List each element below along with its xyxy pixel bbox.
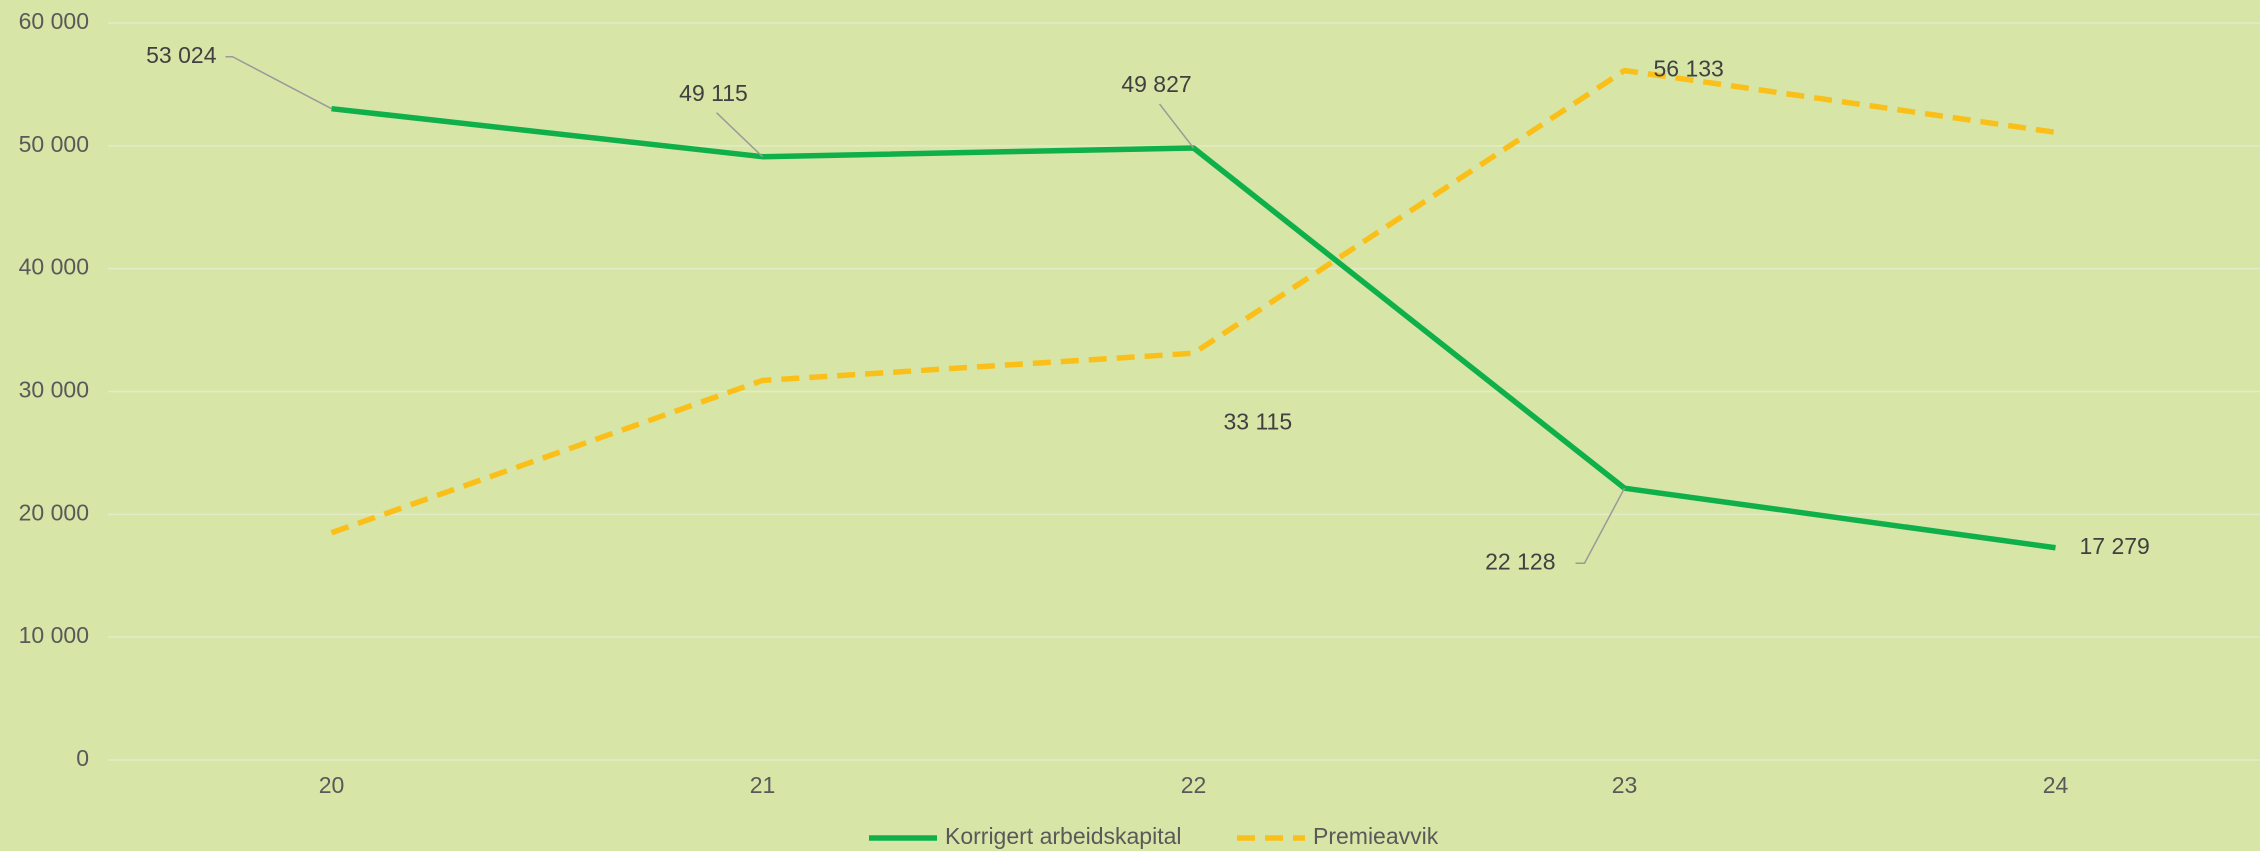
leader-line — [715, 112, 764, 158]
leader-line — [1575, 487, 1626, 564]
data-label: 22 128 — [1485, 548, 1555, 574]
leader-line — [1158, 103, 1195, 149]
x-tick-label: 24 — [2043, 772, 2069, 798]
y-tick-label: 10 000 — [19, 622, 89, 648]
y-tick-label: 20 000 — [19, 499, 89, 525]
data-label: 49 115 — [679, 80, 748, 106]
y-tick-label: 40 000 — [19, 254, 89, 280]
leader-line — [225, 55, 332, 110]
x-tick-label: 23 — [1612, 772, 1638, 798]
y-tick-label: 30 000 — [19, 377, 89, 403]
legend-label: Premieavvik — [1313, 823, 1439, 849]
data-label: 53 024 — [146, 42, 217, 68]
data-label: 33 115 — [1224, 408, 1293, 434]
y-tick-label: 0 — [76, 745, 89, 771]
data-label: 17 279 — [2080, 533, 2150, 559]
line-series — [331, 105, 2056, 551]
y-tick-label: 50 000 — [19, 131, 89, 157]
data-label: 56 133 — [1654, 56, 1724, 82]
x-tick-label: 20 — [319, 772, 345, 798]
data-label: 49 827 — [1121, 71, 1191, 97]
x-tick-label: 22 — [1181, 772, 1207, 798]
x-tick-label: 21 — [750, 772, 776, 798]
y-tick-label: 60 000 — [19, 8, 89, 34]
line-series — [330, 67, 2056, 536]
legend-label: Korrigert arbeidskapital — [945, 823, 1182, 849]
